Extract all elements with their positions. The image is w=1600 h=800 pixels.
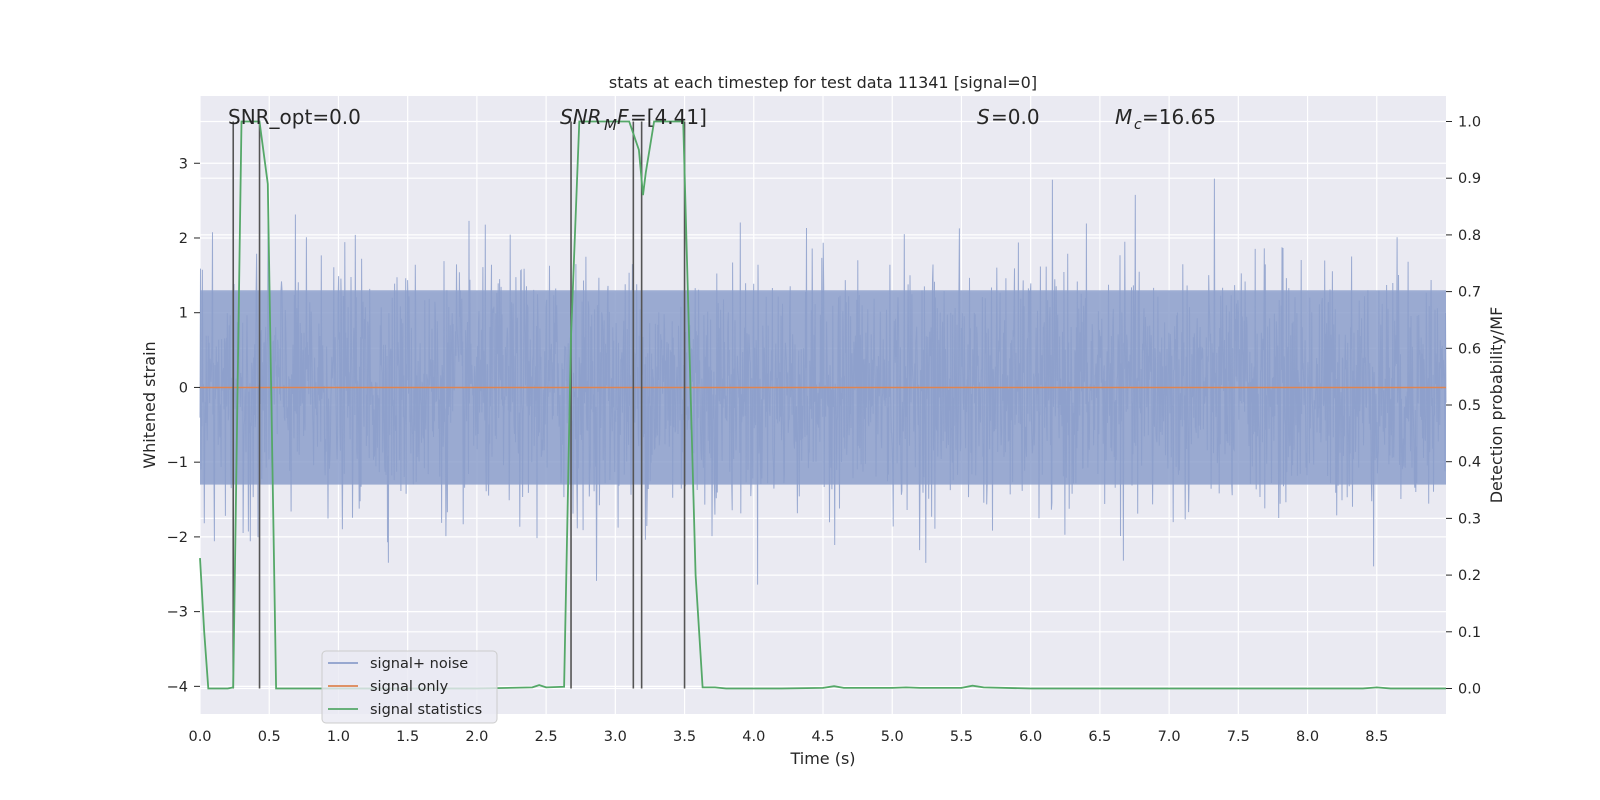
chart-title: stats at each timestep for test data 113… (609, 73, 1037, 92)
x-tick-label: 8.5 (1365, 729, 1388, 745)
snr-mf-annotation: SNR M F =[4.41] (560, 105, 707, 134)
y-right-tick-label: 0.0 (1458, 681, 1481, 697)
svg-text:c: c (1134, 117, 1142, 133)
x-tick-label: 7.5 (1227, 729, 1250, 745)
right-y-tick-labels: 1.0 0.9 0.8 0.7 0.6 0.5 0.4 0.3 0.2 0.1 0.0 (1446, 115, 1481, 697)
x-tick-label: 6.5 (1088, 729, 1111, 745)
legend-label-noise: signal+ noise (370, 656, 468, 672)
y-right-tick-label: 1.0 (1458, 115, 1481, 131)
x-tick-label: 1.5 (396, 729, 419, 745)
y-right-tick-label: 0.5 (1458, 398, 1481, 414)
svg-text:SNR: SNR (560, 105, 602, 129)
mc-annotation: M c =16.65 (1115, 105, 1216, 133)
y-right-tick-label: 0.2 (1458, 568, 1481, 584)
x-tick-label: 4.5 (811, 729, 834, 745)
x-tick-label: 6.0 (1019, 729, 1042, 745)
y-left-tick-label: 1 (179, 306, 188, 322)
signal-statistics-line (199, 120, 1446, 690)
svg-text:S: S (977, 105, 990, 129)
y-right-tick-label: 0.3 (1458, 511, 1481, 527)
y-right-tick-label: 0.8 (1458, 228, 1481, 244)
svg-text:M: M (604, 116, 617, 134)
x-tick-label: 1.0 (327, 729, 350, 745)
x-tick-label: 4.0 (742, 729, 765, 745)
snr-mf-value: =[4.41] (630, 105, 707, 129)
legend-label-signal-statistics: signal statistics (370, 702, 482, 718)
x-tick-label: 3.5 (673, 729, 696, 745)
noise-trace (199, 178, 1447, 585)
x-axis-label: Time (s) (789, 749, 855, 768)
legend-box (321, 650, 498, 724)
y-right-tick-label: 0.4 (1458, 455, 1481, 471)
y-right-tick-label: 0.9 (1458, 171, 1481, 187)
right-y-axis-label: Detection probability/MF (1487, 307, 1506, 504)
svg-text:M: M (1115, 105, 1132, 129)
y-right-tick-label: 0.6 (1458, 341, 1481, 357)
s-annotation: S =0.0 (977, 105, 1040, 129)
y-left-tick-label: 3 (179, 156, 188, 172)
snr-opt-annotation: SNR_opt=0.0 (228, 105, 361, 129)
signal-statistics-series (199, 120, 1446, 690)
x-tick-labels: 0.0 0.5 1.0 1.5 2.0 2.5 3.0 3.5 4.0 4.5 5.0 5.5 6.0 6… (188, 729, 1388, 745)
mc-value: =16.65 (1142, 105, 1216, 129)
x-tick-label: 8.0 (1296, 729, 1319, 745)
x-tick-label: 5.0 (881, 729, 904, 745)
x-tick-label: 0.0 (188, 729, 211, 745)
y-left-tick-label: −4 (167, 679, 188, 695)
y-left-tick-label: −2 (167, 530, 188, 546)
x-tick-label: 3.0 (604, 729, 627, 745)
y-left-tick-label: −1 (167, 455, 188, 471)
y-right-tick-label: 0.1 (1458, 625, 1481, 641)
x-tick-label: 5.5 (950, 729, 973, 745)
legend-label-signal-only: signal only (370, 679, 449, 695)
x-tick-label: 2.0 (465, 729, 488, 745)
vertical-marker-lines (232, 121, 686, 689)
y-right-tick-label: 0.7 (1458, 285, 1481, 301)
svg-text:F: F (617, 105, 629, 129)
legend: signal+ noise signal only signal statist… (321, 650, 498, 724)
x-tick-label: 2.5 (535, 729, 558, 745)
x-tick-label: 0.5 (258, 729, 281, 745)
s-value: =0.0 (991, 105, 1040, 129)
y-left-tick-label: −3 (167, 605, 188, 621)
left-y-tick-labels: 3 2 1 0 −1 −2 −3 −4 (167, 156, 200, 695)
x-tick-label: 7.0 (1158, 729, 1181, 745)
y-left-tick-label: 2 (179, 231, 188, 247)
left-y-axis-label: Whitened strain (140, 341, 159, 468)
y-left-tick-label: 0 (179, 380, 188, 396)
